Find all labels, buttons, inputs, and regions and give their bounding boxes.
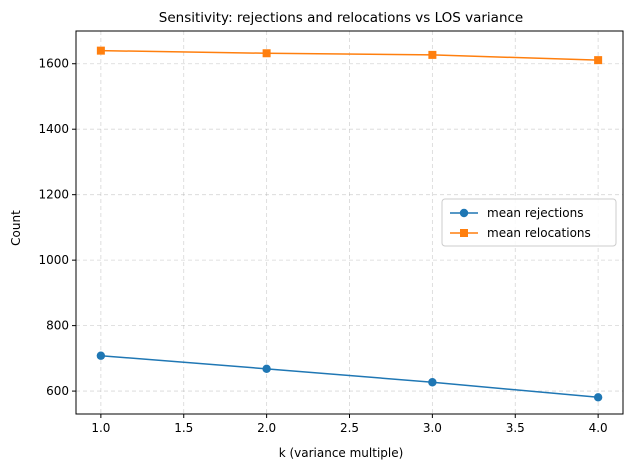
legend-marker xyxy=(460,229,468,237)
legend-label: mean relocations xyxy=(487,226,591,240)
series-layer xyxy=(96,46,603,402)
series-line xyxy=(100,354,599,399)
y-tick-label: 1400 xyxy=(38,122,69,136)
x-tick-label: 1.5 xyxy=(174,421,193,435)
data-point xyxy=(262,49,271,58)
data-point xyxy=(428,50,437,59)
y-tick-label: 1000 xyxy=(38,253,69,267)
x-tick-label: 2.5 xyxy=(340,421,359,435)
data-point xyxy=(593,393,603,402)
data-point xyxy=(96,46,105,55)
x-axis-label: k (variance multiple) xyxy=(279,446,404,460)
data-point xyxy=(428,378,437,387)
data-point xyxy=(594,56,603,65)
y-tick-label: 1200 xyxy=(38,188,69,202)
data-point xyxy=(262,364,271,374)
x-tick-label: 3.0 xyxy=(423,421,442,435)
legend-item: mean relocations xyxy=(450,226,591,240)
series-line xyxy=(100,49,599,61)
x-tick-label: 4.0 xyxy=(589,421,608,435)
legend-marker xyxy=(459,208,469,218)
y-tick-label: 1600 xyxy=(38,57,69,71)
y-tick-label: 800 xyxy=(46,319,69,333)
x-tick-label: 1.0 xyxy=(91,421,110,435)
legend-label: mean rejections xyxy=(487,206,583,220)
x-tick-label: 3.5 xyxy=(506,421,525,435)
series-mean-rejections xyxy=(96,351,603,402)
y-axis-label: Count xyxy=(9,210,23,246)
legend-item: mean rejections xyxy=(450,206,583,220)
x-tick-label: 2.0 xyxy=(257,421,276,435)
series-mean-relocations xyxy=(96,46,603,65)
legend: mean rejections mean relocations xyxy=(441,198,617,247)
data-point xyxy=(96,351,106,360)
legend-box xyxy=(441,198,617,247)
axis-ticks: 1.0 1.5 2.0 2.5 3.0 3.5 4.0 600 800 1000 1200 1400 1… xyxy=(38,57,607,435)
y-tick-label: 600 xyxy=(46,384,69,398)
chart-title: Sensitivity: rejections and relocations … xyxy=(159,10,523,26)
